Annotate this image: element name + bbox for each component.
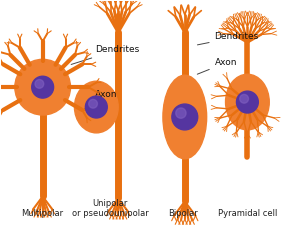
Circle shape [240, 94, 248, 103]
Circle shape [236, 91, 258, 113]
Circle shape [35, 79, 44, 88]
Text: Axon: Axon [197, 58, 237, 74]
Ellipse shape [15, 59, 70, 115]
Text: Pyramidal cell: Pyramidal cell [218, 209, 277, 218]
Text: Dendrites: Dendrites [71, 45, 140, 64]
Ellipse shape [226, 74, 269, 130]
Circle shape [85, 96, 107, 118]
Ellipse shape [163, 75, 207, 159]
Text: Axon: Axon [83, 90, 118, 111]
Circle shape [32, 76, 54, 98]
Ellipse shape [74, 81, 118, 133]
Text: Unipolar
or pseudounipolar: Unipolar or pseudounipolar [72, 199, 148, 218]
Text: Bipolar: Bipolar [168, 209, 198, 218]
Text: Multipolar: Multipolar [22, 209, 64, 218]
Circle shape [172, 104, 198, 130]
Text: Dendrites: Dendrites [197, 32, 259, 45]
Circle shape [89, 99, 98, 108]
Circle shape [176, 108, 186, 118]
